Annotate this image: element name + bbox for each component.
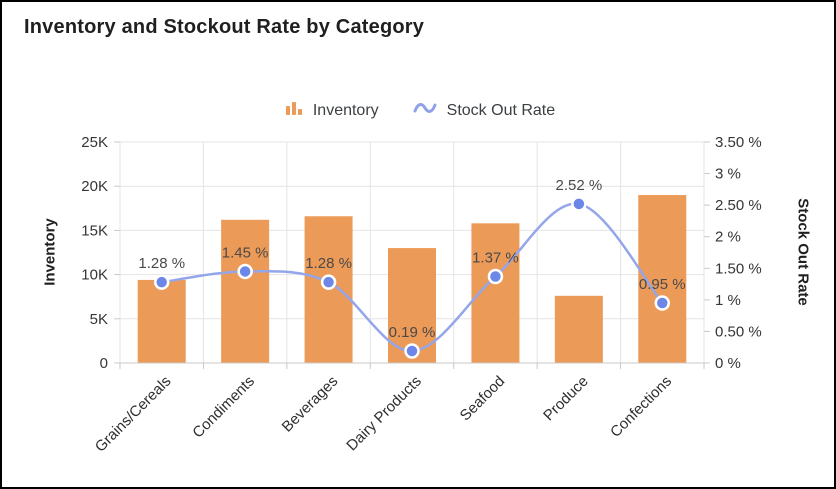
legend-item-stock-out-rate[interactable]: Stock Out Rate	[413, 99, 556, 122]
x-axis-label-produce: Produce	[540, 373, 592, 425]
y-right-tick-label: 1 %	[715, 292, 741, 309]
y-right-tick-label: 1.50 %	[715, 260, 762, 277]
x-axis-label-seafood: Seafood	[457, 373, 509, 425]
legend-label-inventory: Inventory	[312, 101, 379, 119]
line-point-dairy-products[interactable]	[404, 343, 420, 359]
page-title: Inventory and Stockout Rate by Category	[24, 16, 425, 38]
x-axis-label-beverages: Beverages	[279, 373, 342, 436]
y-left-tick-label: 25K	[81, 134, 108, 151]
wave-icon	[413, 99, 437, 122]
point-data-label: 0.19 %	[389, 324, 436, 341]
bar-condiments[interactable]	[221, 219, 270, 363]
legend-item-inventory[interactable]: Inventory	[285, 99, 379, 122]
bar-produce[interactable]	[554, 295, 603, 363]
combo-chart: 25K 20K 15K 10K 5K 0 3.50 % 3 % 2.50 % 2 % 1.50 % 1…	[81, 134, 762, 456]
y-right-tick-label: 3 %	[715, 166, 741, 183]
y-left-tick-label: 20K	[81, 178, 108, 195]
y-right-tick-label: 3.50 %	[715, 134, 762, 151]
line-point-produce[interactable]	[571, 196, 587, 212]
y-left-tick-label: 5K	[90, 311, 108, 328]
x-axis-label-condiments: Condiments	[189, 373, 258, 442]
point-data-label: 1.28 %	[305, 255, 352, 272]
y-right-tick-label: 0.50 %	[715, 323, 762, 340]
line-point-beverages[interactable]	[320, 274, 337, 290]
bar-chart-icon	[285, 99, 303, 122]
bar-grains-cereals[interactable]	[137, 279, 186, 363]
legend-label-stock-out-rate: Stock Out Rate	[446, 101, 556, 119]
point-data-label: 0.95 %	[639, 276, 686, 293]
line-point-grains-cereals[interactable]	[153, 274, 170, 290]
x-axis-label-confections: Confections	[607, 373, 675, 441]
x-axis-label-dairy-products: Dairy Products	[343, 373, 425, 455]
y-right-tick-label: 2.50 %	[715, 197, 762, 214]
point-data-label: 1.28 %	[138, 255, 185, 272]
x-axis-label-grains-cereals: Grains/Cereals	[92, 373, 175, 456]
point-data-label: 2.52 %	[556, 177, 603, 194]
line-point-seafood[interactable]	[487, 268, 504, 285]
line-point-confections[interactable]	[654, 295, 671, 311]
line-point-condiments[interactable]	[237, 263, 253, 280]
y-left-tick-label: 0	[100, 355, 108, 372]
legend: Inventory Stock Out Rate	[2, 99, 834, 122]
point-data-label: 1.45 %	[222, 244, 269, 261]
y-right-tick-label: 0 %	[715, 355, 741, 372]
y-left-tick-label: 10K	[81, 267, 108, 284]
y-left-tick-label: 15K	[81, 222, 108, 239]
y-right-tick-label: 2 %	[715, 229, 741, 246]
point-data-label: 1.37 %	[472, 249, 519, 266]
